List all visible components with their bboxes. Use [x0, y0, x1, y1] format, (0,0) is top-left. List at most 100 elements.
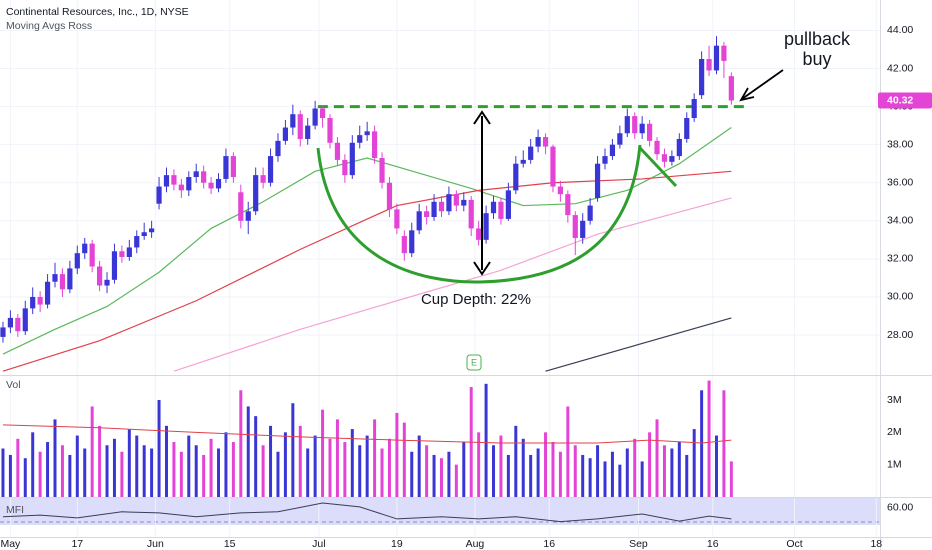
volume-bar — [321, 409, 325, 497]
volume-bar — [194, 445, 198, 497]
note-arrow-head — [739, 87, 755, 102]
x-tick-label: Jul — [312, 538, 325, 550]
candle-body — [119, 251, 125, 257]
candle-body — [186, 177, 192, 191]
candle-body — [624, 116, 630, 134]
volume-bar — [53, 419, 57, 497]
volume-bar — [558, 451, 562, 497]
mfi-label: MFI — [6, 504, 24, 516]
x-tick-label: 19 — [391, 538, 403, 550]
volume-bar — [700, 390, 704, 497]
x-tick-label: 16 — [543, 538, 555, 550]
volume-bar — [142, 445, 146, 497]
volume-bar — [298, 425, 302, 497]
volume-bar — [187, 435, 191, 497]
candle-body — [713, 45, 720, 71]
volume-bar — [499, 435, 503, 497]
candle-body — [312, 108, 318, 126]
volume-bar — [365, 435, 369, 497]
candle-body — [617, 133, 623, 145]
volume-bar — [217, 448, 221, 497]
candle-body — [223, 156, 229, 179]
candle-body — [528, 146, 534, 160]
candle-body — [134, 236, 140, 248]
volume-bar — [454, 464, 458, 497]
volume-bar — [38, 451, 42, 497]
volume-bar — [640, 461, 644, 497]
candle-body — [661, 154, 668, 162]
candle-body — [468, 199, 474, 229]
candle-body — [684, 118, 690, 139]
volume-bar — [573, 445, 577, 497]
candle-body — [7, 317, 14, 328]
volume-bar — [335, 419, 339, 497]
volume-bar — [387, 438, 391, 497]
candle-body — [535, 137, 541, 147]
volume-bar — [506, 454, 510, 497]
candle-body — [364, 131, 370, 136]
candle-body — [342, 159, 348, 176]
candle-body — [208, 182, 214, 189]
x-tick-label: Sep — [629, 538, 648, 550]
volume-bar — [358, 445, 362, 497]
candle-body — [74, 253, 80, 269]
candle-body — [676, 138, 682, 157]
moving-average — [545, 317, 732, 372]
chart-subtitle: Moving Avgs Ross — [6, 20, 92, 32]
volume-bar — [655, 419, 659, 497]
candle-body — [587, 205, 593, 221]
chart-title: Continental Resources, Inc., 1D, NYSE — [6, 6, 189, 18]
x-tick-label: 16 — [707, 538, 719, 550]
volume-bar — [714, 435, 718, 497]
volume-bar — [98, 425, 102, 497]
volume-bar — [246, 406, 250, 497]
y-tick-label: 28.00 — [887, 329, 913, 341]
candle-body — [111, 251, 118, 280]
candle-body — [201, 171, 207, 183]
volume-bar — [610, 451, 614, 497]
volume-bar — [536, 448, 540, 497]
volume-bar — [343, 442, 347, 497]
candle-body — [319, 108, 326, 119]
candle-body — [721, 45, 727, 61]
candle-body — [371, 131, 378, 158]
candle-body — [267, 156, 274, 183]
candle-body — [691, 98, 697, 119]
candle-body — [572, 215, 578, 238]
y-tick-label: 34.00 — [887, 215, 913, 227]
volume-bar — [685, 454, 689, 497]
candle-body — [550, 146, 556, 187]
candle-body — [401, 236, 407, 254]
candle-body — [580, 220, 586, 238]
candle-body — [476, 228, 482, 240]
volume-average — [2, 424, 732, 444]
volume-bar — [112, 438, 116, 497]
candle-body — [0, 327, 6, 337]
volume-bar — [417, 435, 421, 497]
candle-body — [178, 184, 184, 191]
volume-bar — [670, 448, 674, 497]
earnings-marker[interactable]: E — [471, 357, 477, 367]
volume-bar — [529, 454, 533, 497]
candle-body — [282, 127, 289, 141]
volume-bar — [261, 445, 265, 497]
volume-bar — [588, 458, 592, 497]
note-arrow — [741, 69, 784, 100]
candle-body — [96, 266, 103, 286]
x-tick-label: 17 — [71, 538, 83, 550]
moving-average — [173, 197, 732, 372]
volume-bar — [447, 451, 451, 497]
y-tick-label: 32.00 — [887, 253, 913, 265]
earnings-icon[interactable] — [466, 354, 482, 371]
volume-bar — [551, 442, 555, 497]
candle-body — [394, 209, 400, 229]
candle-body — [357, 135, 363, 143]
candle-body — [409, 230, 415, 254]
last-price-tag — [878, 92, 932, 109]
candle-body — [104, 279, 110, 286]
candle-body — [163, 175, 170, 187]
candle-body — [461, 199, 467, 206]
volume-bar — [328, 438, 332, 497]
candle-body — [126, 247, 132, 257]
volume-bar — [120, 451, 124, 497]
